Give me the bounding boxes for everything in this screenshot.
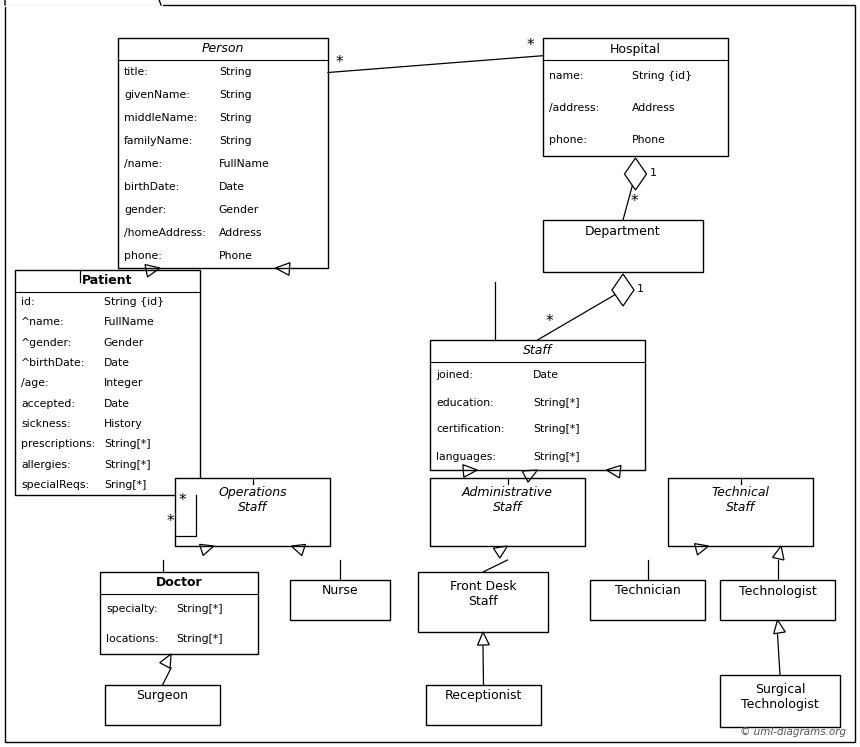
Text: Date: Date <box>218 182 245 192</box>
Text: id:: id: <box>21 297 34 307</box>
Bar <box>668 478 813 546</box>
Text: Phone: Phone <box>632 135 666 145</box>
Text: Administrative
Staff: Administrative Staff <box>462 486 553 514</box>
Text: Surgical
Technologist: Surgical Technologist <box>741 683 819 711</box>
Text: Technician: Technician <box>615 584 680 598</box>
Bar <box>105 685 220 725</box>
Text: String {id}: String {id} <box>104 297 163 307</box>
Text: Gender: Gender <box>104 338 144 348</box>
Text: Address: Address <box>218 229 262 238</box>
Bar <box>720 675 840 727</box>
Bar <box>426 685 541 725</box>
Text: *: * <box>336 55 344 69</box>
Text: *: * <box>631 194 639 209</box>
Text: Person: Person <box>202 43 244 55</box>
Text: String[*]: String[*] <box>533 451 580 462</box>
Text: String[*]: String[*] <box>104 459 150 470</box>
Polygon shape <box>624 158 647 190</box>
Text: locations:: locations: <box>106 634 158 644</box>
Text: Hospital: Hospital <box>610 43 661 55</box>
Text: History: History <box>104 419 143 429</box>
Text: *: * <box>545 314 553 329</box>
Text: specialReqs:: specialReqs: <box>21 480 89 490</box>
Bar <box>720 580 835 620</box>
Bar <box>418 572 548 632</box>
Text: givenName:: givenName: <box>124 90 190 99</box>
Text: Staff: Staff <box>523 344 552 358</box>
Text: ^name:: ^name: <box>21 317 64 327</box>
Text: © uml-diagrams.org: © uml-diagrams.org <box>740 727 846 737</box>
Text: education:: education: <box>436 397 494 408</box>
Text: *: * <box>178 493 186 508</box>
Text: /name:: /name: <box>124 159 163 169</box>
Text: Phone: Phone <box>218 252 253 261</box>
Text: prescriptions:: prescriptions: <box>21 439 95 449</box>
Text: String[*]: String[*] <box>533 397 580 408</box>
Text: middleName:: middleName: <box>124 113 197 123</box>
Text: Operations
Staff: Operations Staff <box>218 486 287 514</box>
Text: Front Desk
Staff: Front Desk Staff <box>450 580 516 608</box>
Text: certification:: certification: <box>436 424 505 435</box>
Text: /homeAddress:: /homeAddress: <box>124 229 206 238</box>
Text: *: * <box>167 514 175 529</box>
Polygon shape <box>612 274 634 306</box>
Text: Technical
Staff: Technical Staff <box>711 486 770 514</box>
Text: Address: Address <box>632 103 675 113</box>
Text: Patient: Patient <box>83 274 132 288</box>
Text: Technologist: Technologist <box>739 584 816 598</box>
Text: phone:: phone: <box>124 252 162 261</box>
Text: String[*]: String[*] <box>104 439 150 449</box>
Text: String[*]: String[*] <box>175 604 223 614</box>
Text: accepted:: accepted: <box>21 399 75 409</box>
Text: Doctor: Doctor <box>156 577 202 589</box>
Text: 1: 1 <box>637 284 644 294</box>
Text: String: String <box>218 113 251 123</box>
Text: Date: Date <box>104 358 130 368</box>
Text: String {id}: String {id} <box>632 71 691 81</box>
Text: specialty:: specialty: <box>106 604 157 614</box>
Text: Date: Date <box>104 399 130 409</box>
Text: 1: 1 <box>649 168 656 178</box>
Bar <box>430 478 585 546</box>
Text: sickness:: sickness: <box>21 419 71 429</box>
Bar <box>543 38 728 156</box>
Bar <box>290 580 390 620</box>
Text: String[*]: String[*] <box>175 634 223 644</box>
Text: title:: title: <box>124 66 149 76</box>
Text: ^birthDate:: ^birthDate: <box>21 358 85 368</box>
Bar <box>430 340 645 470</box>
Text: /address:: /address: <box>549 103 599 113</box>
Bar <box>15 270 200 495</box>
Text: FullName: FullName <box>104 317 155 327</box>
Bar <box>100 572 258 654</box>
Text: Surgeon: Surgeon <box>137 689 188 702</box>
Bar <box>118 38 328 268</box>
Text: FullName: FullName <box>218 159 269 169</box>
Text: gender:: gender: <box>124 205 166 215</box>
Bar <box>590 580 705 620</box>
Text: *: * <box>527 37 535 53</box>
Text: phone:: phone: <box>549 135 587 145</box>
Text: languages:: languages: <box>436 451 496 462</box>
Text: Sring[*]: Sring[*] <box>104 480 146 490</box>
Text: String: String <box>218 136 251 146</box>
Text: Gender: Gender <box>218 205 259 215</box>
Text: allergies:: allergies: <box>21 459 71 470</box>
Bar <box>175 478 330 546</box>
Text: Receptionist: Receptionist <box>445 689 522 702</box>
Text: joined:: joined: <box>436 371 473 380</box>
Text: String: String <box>218 90 251 99</box>
Text: ^gender:: ^gender: <box>21 338 72 348</box>
Text: String[*]: String[*] <box>533 424 580 435</box>
Text: familyName:: familyName: <box>124 136 194 146</box>
Text: Integer: Integer <box>104 378 143 388</box>
Text: Department: Department <box>585 225 660 238</box>
Text: name:: name: <box>549 71 583 81</box>
Text: /age:: /age: <box>21 378 49 388</box>
Bar <box>543 220 703 272</box>
Text: birthDate:: birthDate: <box>124 182 179 192</box>
Text: Nurse: Nurse <box>322 584 359 598</box>
Text: Date: Date <box>533 371 559 380</box>
Text: String: String <box>218 66 251 76</box>
